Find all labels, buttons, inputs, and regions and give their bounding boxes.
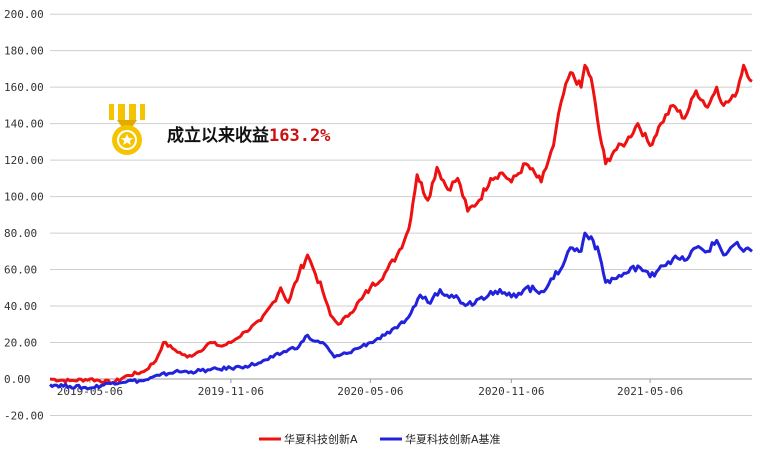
x-tick-label: 2021-05-06 xyxy=(617,385,683,398)
y-tick-label: 120.00 xyxy=(4,154,44,167)
legend-label-series-1: 华夏科技创新A xyxy=(284,432,358,446)
y-tick-label: 0.00 xyxy=(4,373,31,386)
annotation-value: 163.2% xyxy=(269,126,331,146)
y-tick-label: -20.00 xyxy=(4,409,44,422)
legend: 华夏科技创新A 华夏科技创新A基准 xyxy=(259,432,501,446)
series-lines xyxy=(48,63,753,391)
y-tick-label: 180.00 xyxy=(4,45,44,58)
y-tick-label: 160.00 xyxy=(4,81,44,94)
series-line-2 xyxy=(48,231,753,391)
y-tick-label: 80.00 xyxy=(4,227,37,240)
series-line-1 xyxy=(49,63,753,386)
y-tick-label: 40.00 xyxy=(4,300,37,313)
y-axis-ticks: -20.00 0.00 20.00 40.00 60.00 80.00 100.00 120.… xyxy=(4,8,44,422)
annotation-label: 成立以来收益 xyxy=(167,125,269,146)
y-tick-label: 140.00 xyxy=(4,118,44,131)
y-tick-label: 100.00 xyxy=(4,191,44,204)
legend-label-series-2: 华夏科技创新A基准 xyxy=(405,432,501,446)
return-annotation: 成立以来收益163.2% xyxy=(167,125,331,146)
grid-lines xyxy=(50,13,752,416)
x-tick-label: 2020-11-06 xyxy=(478,385,544,398)
x-tick-label: 2019-11-06 xyxy=(198,385,264,398)
x-tick-label: 2020-05-06 xyxy=(337,385,403,398)
medal-icon xyxy=(109,104,145,155)
y-tick-label: 200.00 xyxy=(4,8,44,21)
y-tick-label: 60.00 xyxy=(4,264,37,277)
x-axis-ticks: 2019-05-06 2019-11-06 2020-05-06 2020-11-06… xyxy=(57,379,683,398)
y-tick-label: 20.00 xyxy=(4,337,37,350)
